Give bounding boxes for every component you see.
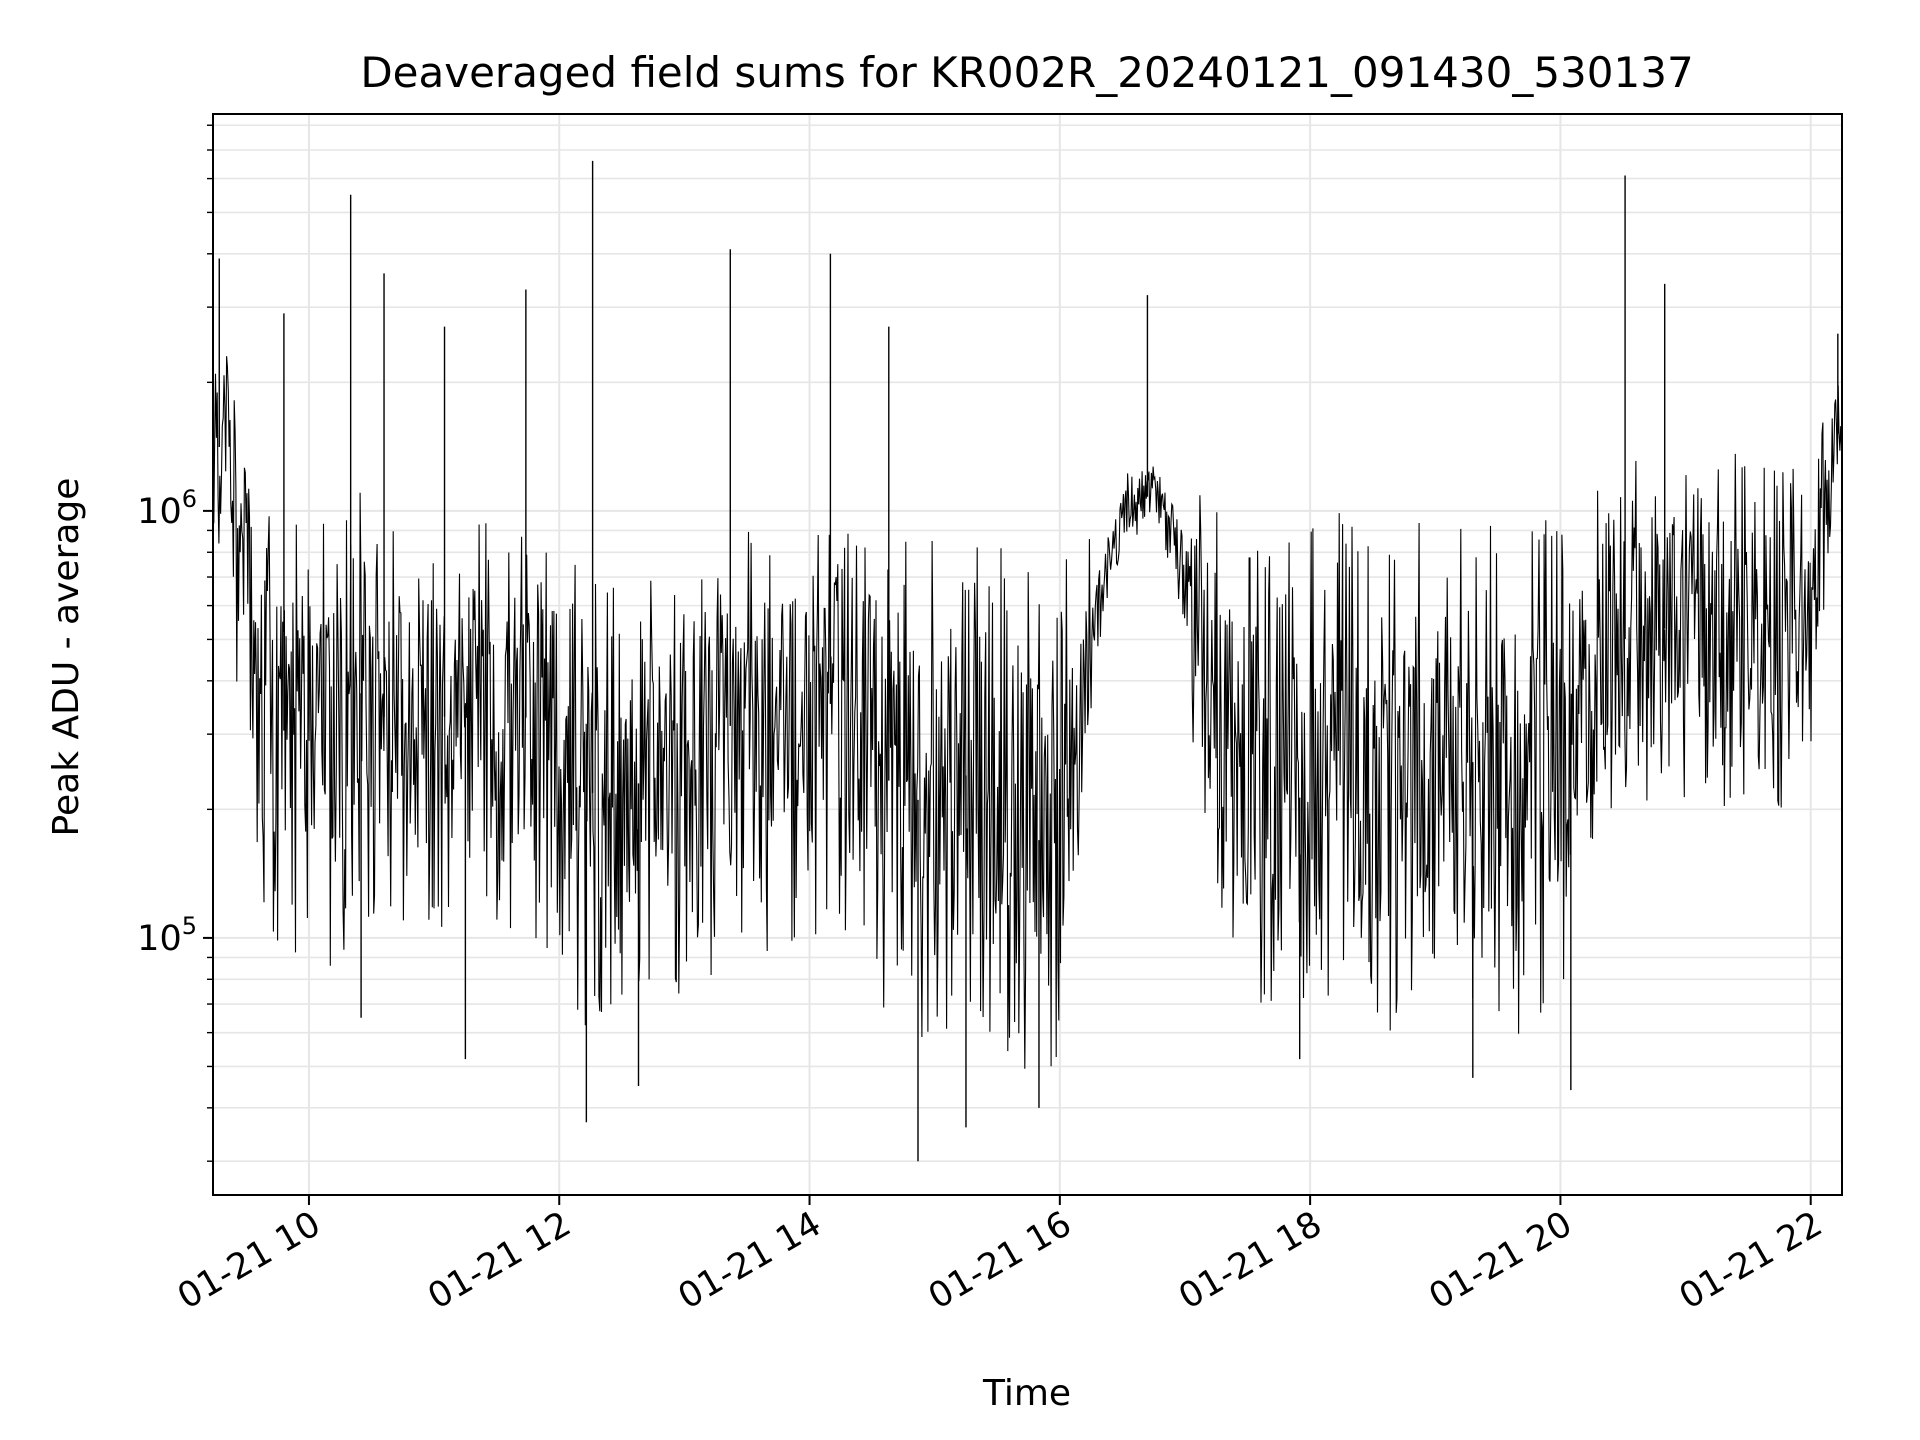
y-tick-base: 10 [137, 492, 182, 532]
y-tick-label: 105 [137, 912, 197, 959]
y-tick-exponent: 5 [182, 912, 197, 940]
chart-title: Deaveraged field sums for KR002R_2024012… [360, 48, 1693, 97]
series-polyline [212, 356, 1843, 1069]
y-axis-label: Peak ADU - average [46, 478, 87, 837]
y-tick-exponent: 6 [182, 485, 197, 513]
plot-frame [212, 113, 1843, 1196]
y-tick-base: 10 [137, 919, 182, 959]
y-tick-label: 106 [137, 485, 197, 532]
x-axis-label: Time [982, 1373, 1071, 1414]
series-line [212, 160, 1843, 1162]
